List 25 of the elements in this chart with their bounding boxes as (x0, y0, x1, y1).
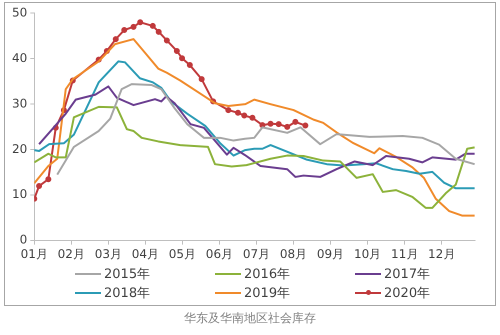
y-tick-label: 10 (12, 187, 28, 202)
y-tick-label: 20 (12, 142, 28, 156)
y-tick-label: 50 (12, 5, 28, 20)
x-tick-label: 08月 (280, 246, 308, 261)
x-tick-label: 02月 (58, 246, 85, 261)
y-tick-label: 0 (20, 232, 28, 247)
x-tick-label: 10月 (354, 246, 382, 261)
x-tick-label: 06月 (206, 246, 234, 261)
legend-label: 2017年 (384, 266, 430, 283)
x-tick-label: 11月 (390, 246, 418, 261)
legend-label: 2015年 (104, 266, 150, 283)
x-tick-label: 01月 (20, 246, 48, 261)
legend-label: 2018年 (104, 285, 150, 302)
legend-label: 2019年 (244, 285, 290, 302)
x-tick-label: 04月 (132, 246, 160, 261)
text: 华东及华南地区社会库存 (183, 310, 317, 327)
y-tick-label: 40 (12, 50, 28, 65)
legend-label: 2020年 (384, 285, 430, 302)
legend-label: 2016年 (244, 266, 290, 283)
x-tick-label: 09月 (316, 246, 344, 261)
y-tick-label: 30 (12, 96, 28, 110)
x-tick-label: 12月 (428, 246, 456, 261)
x-tick-label: 05月 (168, 246, 196, 261)
x-tick-label: 03月 (94, 246, 122, 261)
x-tick-label: 07月 (242, 246, 270, 261)
